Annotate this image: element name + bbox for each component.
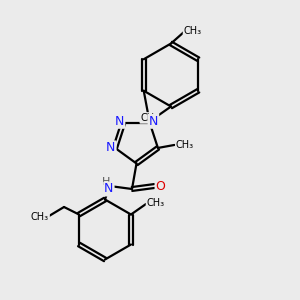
Text: CH₃: CH₃ (184, 26, 202, 36)
Text: N: N (115, 115, 124, 128)
Text: CH₃: CH₃ (146, 198, 165, 208)
Text: N: N (104, 182, 114, 196)
Text: N: N (106, 142, 116, 154)
Text: CH₃: CH₃ (31, 212, 49, 223)
Text: H: H (101, 177, 110, 188)
Text: CH₃: CH₃ (176, 140, 194, 150)
Text: O: O (156, 179, 165, 193)
Text: CH₃: CH₃ (140, 113, 158, 123)
Text: N: N (148, 115, 158, 128)
